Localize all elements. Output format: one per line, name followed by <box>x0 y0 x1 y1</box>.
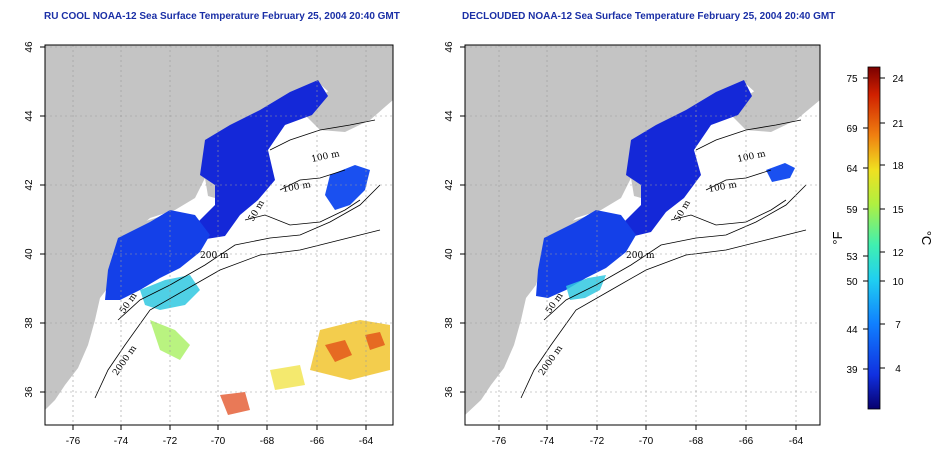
depth-contour-200m <box>117 184 381 321</box>
celsius-tick: 4 <box>895 364 901 375</box>
warm-patch-3 <box>220 332 385 415</box>
cold-water-shelf <box>105 210 210 300</box>
fahrenheit-tick: 44 <box>846 325 858 336</box>
cold-water-region <box>195 80 328 240</box>
y-tick-label: 36 <box>444 386 455 398</box>
x-tick-label: -68 <box>689 436 704 447</box>
warm-patch-4 <box>270 365 305 390</box>
x-tick-label: -68 <box>260 436 275 447</box>
contour-label: 100 m <box>282 180 312 195</box>
x-tick-label: -72 <box>163 436 178 447</box>
left-grid <box>45 45 393 425</box>
x-tick-label: -64 <box>359 436 374 447</box>
y-tick-label: 46 <box>24 41 35 53</box>
x-tick-label: -70 <box>639 436 654 447</box>
temperature-colorbar: 75 69 64 59 53 50 44 39 24 21 18 15 12 1… <box>830 66 934 410</box>
right-map-panel: 100 m 100 m 50 m 200 m 50 m 2000 m -76 -… <box>444 41 821 447</box>
celsius-tick: 7 <box>895 320 901 331</box>
fahrenheit-tick: 64 <box>846 164 858 175</box>
y-tick-label: 42 <box>24 179 35 191</box>
celsius-tick: 18 <box>892 161 904 172</box>
y-tick-label: 40 <box>24 248 35 260</box>
x-tick-label: -76 <box>492 436 507 447</box>
y-tick-label: 38 <box>24 317 35 329</box>
depth-contour-2000m <box>94 229 381 399</box>
fahrenheit-tick: 50 <box>846 277 858 288</box>
right-map-frame <box>464 44 821 426</box>
warm-patch-2 <box>310 320 390 380</box>
contour-label: 100 m <box>708 180 738 195</box>
warm-shelf-edge <box>140 275 200 310</box>
cold-water-east <box>766 163 795 182</box>
contour-label: 2000 m <box>537 344 565 378</box>
y-tick-label: 42 <box>444 179 455 191</box>
x-tick-label: -66 <box>739 436 754 447</box>
y-tick-label: 44 <box>24 110 35 122</box>
fahrenheit-tick: 69 <box>846 124 858 135</box>
x-tick-label: -76 <box>66 436 81 447</box>
left-map-frame <box>44 44 394 426</box>
depth-contour-shelf <box>244 199 361 226</box>
y-tick-label: 44 <box>444 110 455 122</box>
contour-label: 100 m <box>737 149 767 165</box>
y-tick-label: 40 <box>444 248 455 260</box>
celsius-tick: 12 <box>892 248 904 259</box>
depth-contour-200m <box>543 184 807 321</box>
celsius-tick: 15 <box>892 205 904 216</box>
depth-contour-shelf <box>670 199 787 226</box>
land-mass <box>465 45 820 415</box>
right-grid <box>465 45 820 425</box>
y-tick-label: 38 <box>444 317 455 329</box>
celsius-unit-label: °C <box>919 231 934 246</box>
warm-shelf-edge <box>566 275 606 300</box>
fahrenheit-tick: 59 <box>846 205 858 216</box>
left-panel-title: RU COOL NOAA-12 Sea Surface Temperature … <box>44 11 400 22</box>
x-tick-label: -66 <box>310 436 325 447</box>
y-tick-label: 46 <box>444 41 455 53</box>
cold-water-east <box>325 165 370 210</box>
nova-scotia <box>726 66 820 132</box>
colorbar-gradient <box>867 66 881 410</box>
x-tick-label: -70 <box>211 436 226 447</box>
nova-scotia <box>300 66 393 132</box>
fahrenheit-tick: 53 <box>846 252 858 263</box>
right-panel-title: DECLOUDED NOAA-12 Sea Surface Temperatur… <box>462 11 836 22</box>
cold-water-region <box>621 80 752 238</box>
celsius-tick: 24 <box>892 74 904 85</box>
fahrenheit-unit-label: °F <box>830 231 845 244</box>
fahrenheit-tick: 39 <box>846 365 858 376</box>
land-mass <box>45 45 393 410</box>
contour-label: 100 m <box>311 149 341 165</box>
fahrenheit-tick: 75 <box>846 74 858 85</box>
celsius-tick: 21 <box>892 119 904 130</box>
x-tick-label: -74 <box>540 436 555 447</box>
x-tick-label: -74 <box>114 436 129 447</box>
contour-label: 200 m <box>200 251 229 261</box>
contour-label: 2000 m <box>111 344 139 378</box>
contour-label: 200 m <box>626 251 655 261</box>
y-tick-label: 36 <box>24 386 35 398</box>
x-tick-label: -72 <box>590 436 605 447</box>
left-map-panel: 100 m 100 m 50 m 200 m 50 m 2000 m -76 -… <box>24 41 394 447</box>
celsius-tick: 10 <box>892 277 904 288</box>
x-tick-label: -64 <box>789 436 804 447</box>
